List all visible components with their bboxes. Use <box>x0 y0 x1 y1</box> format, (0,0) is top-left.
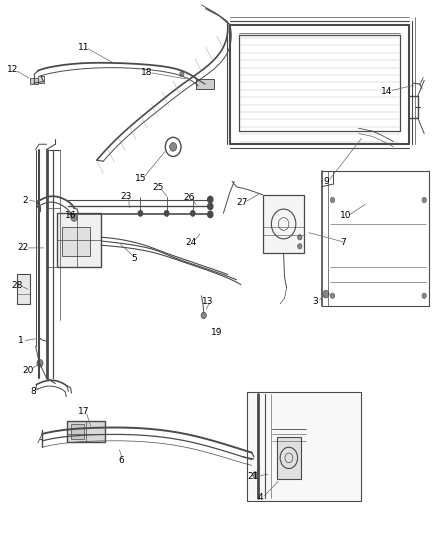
Text: 24: 24 <box>185 238 196 247</box>
Text: 23: 23 <box>121 192 132 201</box>
Text: 18: 18 <box>141 68 153 77</box>
Circle shape <box>191 211 195 216</box>
Circle shape <box>164 211 169 216</box>
Text: 3: 3 <box>312 296 318 305</box>
Bar <box>57 213 101 266</box>
Bar <box>71 424 84 439</box>
Circle shape <box>208 211 213 217</box>
Text: 17: 17 <box>78 407 89 416</box>
Circle shape <box>330 197 335 203</box>
Text: 20: 20 <box>22 366 33 375</box>
Text: 15: 15 <box>134 174 146 183</box>
Circle shape <box>138 211 143 216</box>
Bar <box>263 195 304 253</box>
Text: 13: 13 <box>202 296 214 305</box>
Bar <box>30 78 38 84</box>
Circle shape <box>297 244 302 249</box>
Text: 28: 28 <box>11 280 23 289</box>
Bar <box>67 421 106 442</box>
Text: 2: 2 <box>22 196 28 205</box>
Circle shape <box>201 312 206 319</box>
Circle shape <box>422 197 426 203</box>
Bar <box>196 79 214 89</box>
Text: 21: 21 <box>247 472 258 481</box>
Circle shape <box>297 235 302 240</box>
Bar <box>62 227 90 256</box>
Text: 8: 8 <box>31 387 36 396</box>
Text: 12: 12 <box>7 66 18 74</box>
Text: 16: 16 <box>65 212 76 221</box>
Text: 5: 5 <box>131 254 137 263</box>
Text: 10: 10 <box>340 212 351 221</box>
Text: 27: 27 <box>236 198 247 207</box>
Text: 22: 22 <box>18 244 29 253</box>
Circle shape <box>170 143 177 151</box>
Circle shape <box>330 293 335 298</box>
Bar <box>247 392 361 502</box>
Circle shape <box>422 293 426 298</box>
Text: 7: 7 <box>341 238 346 247</box>
Text: 14: 14 <box>381 86 393 95</box>
Text: 9: 9 <box>323 177 329 186</box>
Bar <box>38 76 44 83</box>
Text: 1: 1 <box>18 336 23 345</box>
Circle shape <box>208 196 213 203</box>
Text: 26: 26 <box>184 193 195 202</box>
Circle shape <box>180 71 184 77</box>
Text: 4: 4 <box>258 493 263 502</box>
Circle shape <box>208 203 213 209</box>
Text: 11: 11 <box>78 43 89 52</box>
Circle shape <box>323 290 329 298</box>
Circle shape <box>37 360 43 367</box>
Text: 19: 19 <box>211 328 223 337</box>
Text: 6: 6 <box>118 456 124 465</box>
Circle shape <box>71 214 77 221</box>
Bar <box>277 437 300 479</box>
Circle shape <box>253 472 258 478</box>
Bar <box>17 274 30 304</box>
Text: 25: 25 <box>152 183 163 192</box>
